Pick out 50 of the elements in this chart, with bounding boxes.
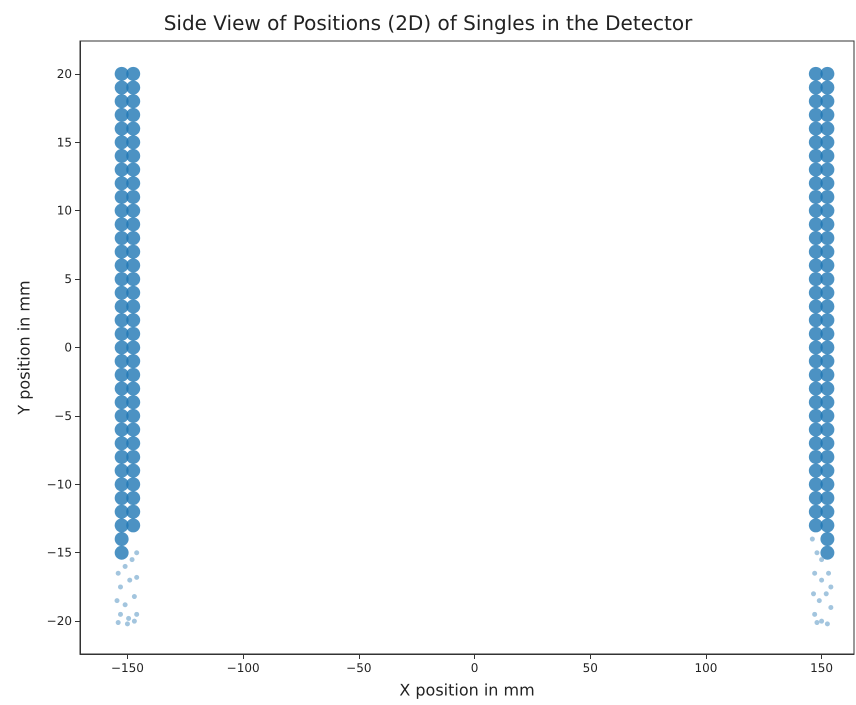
point [116,570,121,576]
point [124,621,130,626]
x-tick-label: 150 [810,661,834,675]
x-tick-label: 50 [582,661,598,675]
point [116,620,121,626]
x-tick-label: 0 [470,661,478,675]
point [122,564,128,569]
x-tick-label: −150 [110,661,144,675]
point [122,602,128,608]
chart-title: Side View of Positions (2D) of Singles in the Detector [164,11,694,35]
y-tick-label: −20 [46,614,72,628]
point [824,591,829,596]
point [118,612,123,617]
y-tick-label: −10 [46,477,72,492]
point [132,594,137,600]
point [118,584,123,590]
point [824,621,830,626]
y-tick-label: 15 [56,135,72,150]
point [811,591,816,596]
y-axis-title: Y position in mm [14,280,34,416]
x-tick-label: −50 [346,661,372,675]
point [134,550,140,556]
point [828,584,834,590]
y-tick-label: 10 [56,204,72,218]
y-tick-label: 0 [64,340,72,354]
point [114,598,120,604]
point [812,570,818,576]
y-tick-label: 20 [56,66,72,81]
point [819,557,824,562]
point [127,578,132,583]
x-tick-label: 100 [694,661,718,675]
point [819,578,824,583]
x-tick-label: −100 [226,661,260,675]
point [126,616,132,621]
y-tick-label: −15 [46,546,72,560]
point [812,612,818,617]
y-tick-label: −5 [54,408,72,423]
point [828,604,834,610]
point [814,620,820,626]
point [819,618,824,624]
point [816,598,822,604]
point [134,574,140,580]
x-axis-title: X position in mm [399,680,535,700]
point [814,550,820,556]
point [134,612,140,617]
point [810,536,815,542]
point [826,570,832,576]
point [130,557,135,562]
point [132,618,137,624]
y-tick-label: 5 [64,272,72,286]
